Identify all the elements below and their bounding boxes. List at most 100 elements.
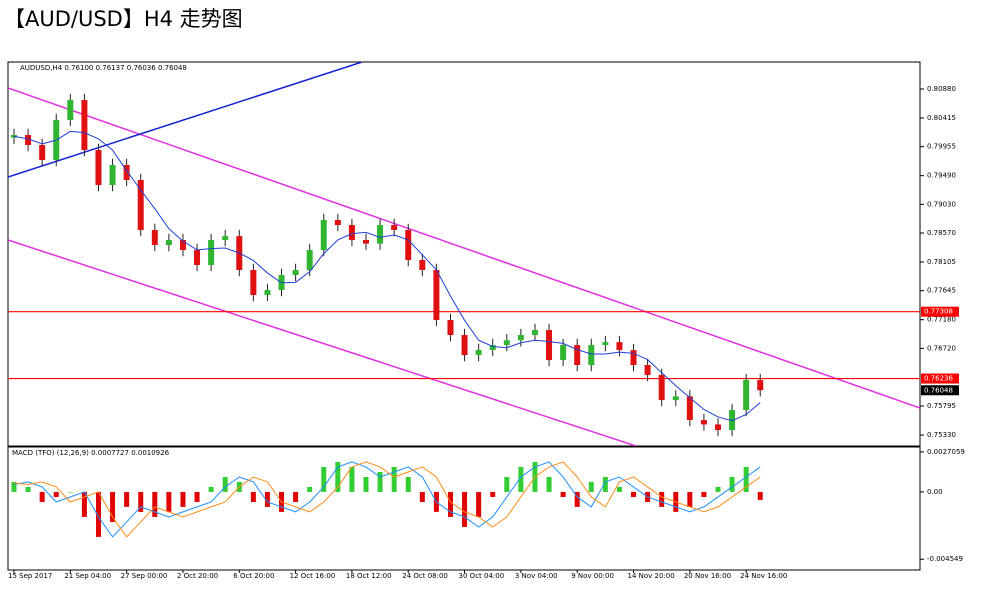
macd-bar: [560, 491, 566, 497]
candle-body: [109, 164, 116, 186]
macd-bar: [293, 491, 299, 502]
x-tick-label: 24 Nov 16:00: [740, 572, 787, 580]
candle-body: [95, 150, 102, 186]
macd-bar: [757, 491, 763, 500]
macd-bar: [349, 466, 355, 492]
y-tick-label: -0.004549: [927, 555, 963, 563]
candle-body: [81, 99, 88, 151]
candle-body: [419, 260, 426, 270]
price-tag-label: 0.76048: [924, 386, 953, 394]
x-tick-label: 14 Nov 20:00: [628, 572, 675, 580]
candle-body: [391, 225, 398, 231]
price-tag: [921, 385, 959, 396]
macd-bar: [616, 486, 622, 492]
candle-body: [757, 380, 764, 391]
macd-bar: [447, 491, 453, 517]
macd-bar: [166, 491, 172, 512]
y-tick-label: 0.80415: [927, 114, 956, 122]
candle-body: [433, 269, 440, 320]
y-tick-label: 0.75330: [927, 431, 956, 439]
macd-bar: [518, 466, 524, 492]
macd-bar: [208, 486, 214, 492]
candle-body: [602, 342, 609, 346]
y-tick-label: 0.77180: [927, 316, 956, 324]
y-tick-label: 0.0027059: [927, 448, 965, 456]
macd-bar: [180, 491, 186, 507]
x-tick-label: 12 Oct 16:00: [290, 572, 336, 580]
x-tick-label: 15 Sep 2017: [8, 572, 52, 580]
channel-lower: [8, 239, 637, 446]
candle-body: [644, 365, 651, 376]
macd-bar: [335, 461, 341, 492]
candle-body: [11, 135, 17, 138]
y-tick-label: 0.79490: [927, 172, 956, 180]
candle-body: [264, 290, 271, 295]
candle-body: [179, 240, 186, 251]
macd-bar: [53, 491, 59, 497]
y-tick-label: 0.78570: [927, 229, 956, 237]
x-tick-label: 3 Nov 04:00: [515, 572, 558, 580]
candle-body: [489, 345, 496, 351]
y-tick-label: 0.77645: [927, 287, 956, 295]
level-tag-label: 0.77308: [924, 308, 953, 316]
macd-bar: [377, 471, 383, 492]
candle-body: [348, 225, 355, 241]
y-tick-label: 0.80880: [927, 85, 956, 93]
candle-body: [194, 250, 201, 266]
y-tick-label: 0.78105: [927, 258, 956, 266]
macd-bar: [631, 491, 637, 497]
candle-body: [137, 180, 144, 231]
x-tick-label: 2 Oct 20:00: [177, 572, 218, 580]
candle-body: [546, 330, 553, 361]
x-tick-label: 9 Nov 00:00: [571, 572, 614, 580]
candle-body: [250, 269, 257, 295]
macd-bar: [546, 477, 552, 492]
macd-bar: [110, 491, 116, 522]
candle-body: [503, 340, 510, 346]
candle-body: [25, 135, 32, 145]
candle-body: [616, 342, 623, 351]
candle-body: [630, 350, 637, 366]
macd-bar: [307, 486, 313, 492]
candle-body: [447, 319, 454, 336]
x-tick-label: 21 Sep 04:00: [64, 572, 111, 580]
candle-body: [658, 375, 665, 401]
macd-bar: [405, 477, 411, 492]
main-panel: [7, 61, 921, 447]
macd-bar: [476, 491, 482, 517]
macd-panel: [7, 446, 921, 571]
macd-bar: [687, 491, 693, 507]
trend-lines: [8, 62, 920, 446]
x-tick-label: 30 Oct 04:00: [459, 572, 505, 580]
candle-body: [363, 240, 369, 244]
candle-body: [729, 410, 736, 431]
main-label: AUDUSD,H4 0.76100 0.76137 0.76036 0.7604…: [20, 64, 187, 72]
candle-body: [560, 345, 567, 361]
x-tick-label: 24 Oct 08:00: [402, 572, 448, 580]
macd-bar: [194, 491, 200, 502]
macd-bar: [222, 477, 228, 492]
macd-bar: [39, 491, 45, 502]
macd-bar: [124, 491, 130, 507]
y-tick-label: 0.00: [927, 488, 943, 496]
candle-body: [715, 424, 721, 431]
candle-body: [292, 269, 299, 276]
candle-body: [320, 219, 327, 251]
macd-line: [13, 461, 761, 538]
macd-bar: [729, 477, 735, 492]
x-tick-label: 18 Oct 12:00: [346, 572, 392, 580]
macd-bar: [25, 486, 31, 492]
y-tick-label: 0.76720: [927, 344, 956, 352]
macd-bar: [321, 466, 327, 492]
macd-bar: [504, 477, 510, 492]
y-tick-label: 0.79955: [927, 143, 956, 151]
candle-body: [475, 350, 482, 356]
x-tick-label: 27 Sep 00:00: [121, 572, 168, 580]
macd-bar: [264, 491, 270, 507]
x-tick-label: 6 Oct 20:00: [233, 572, 274, 580]
candle-body: [67, 99, 74, 120]
candle-body: [405, 230, 412, 261]
candle-body: [165, 240, 172, 245]
macd-bar: [490, 491, 496, 497]
